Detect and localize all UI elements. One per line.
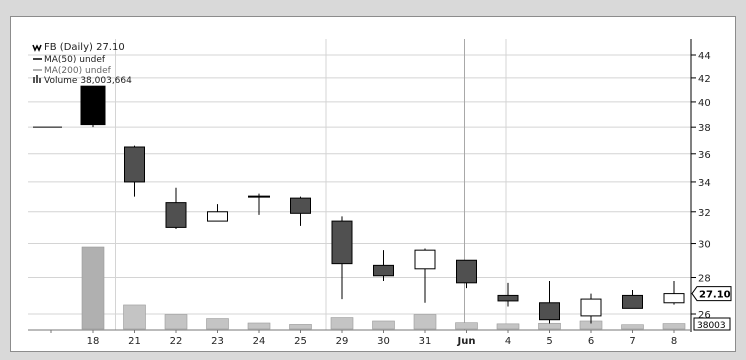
last-price-tag-shape [691,286,732,302]
volume-bar [330,317,354,330]
last-volume-text: 38003 [697,321,726,331]
candle-body [580,298,602,317]
last-price-tag: 27.10 [691,286,732,302]
x-tick-label: 7 [629,336,635,347]
volume-bar [206,318,229,330]
volume-bar [164,314,188,330]
y-tick-label: 42 [698,74,711,85]
candle-body [207,211,228,222]
volume-bar [496,323,520,330]
volume-bar [621,324,644,330]
legend-volume-swatch-3 [39,78,41,83]
volume-bar [538,322,561,330]
candle-body [663,293,685,304]
chart-frame: 26 28 30 32 34 36 38 40 42 44 18 21 22 23 24 25 29 30 31 Ju… [10,16,736,352]
volume-bar [662,323,686,330]
volume-bar [289,324,312,330]
candle-body [331,220,353,265]
x-tick-label: 29 [336,336,349,347]
candlestick-chart: 26 28 30 32 34 36 38 40 42 44 18 21 22 23 24 25 29 30 31 Ju… [28,39,732,347]
y-tick-label: 34 [698,178,711,189]
x-tick-label: 25 [294,336,307,347]
y-tick-label: 26 [698,310,711,321]
y-tick-label: 30 [698,240,711,251]
candle-body [165,202,187,228]
y-tick-label: 44 [698,51,711,62]
last-volume-tag: 38003 [693,317,731,331]
x-tick-label: 23 [211,336,224,347]
y-tick-label: 32 [698,208,711,219]
legend-volume-text: Volume 38,003,664 [44,76,132,86]
x-tick-label: 22 [170,336,183,347]
candle-layer [33,85,685,324]
volume-bar [123,304,146,330]
volume-layer [81,246,686,330]
volume-bar [455,322,478,330]
x-tick-label: 4 [505,336,511,347]
candle-body [373,264,394,277]
volume-bar [413,314,437,330]
x-tick-label: 8 [671,336,677,347]
legend-ma50-text: MA(50) undef [44,55,106,65]
volume-bar [247,322,271,330]
volume-bar [372,320,395,330]
legend-ma200: MA(200) undef [33,66,112,76]
y-tick-label: 40 [698,98,711,109]
candle-body [414,249,436,270]
x-tick-label: 21 [128,336,141,347]
x-tick-label: Jun [457,336,476,347]
candle-body [456,259,477,284]
y-tick-label: 28 [698,274,711,285]
volume-bar [81,246,105,330]
candle-body [497,294,519,302]
candle-body [290,197,311,214]
last-volume-tag-shape [693,317,731,331]
legend-volume-swatch-2 [36,75,38,83]
candle-body [80,85,106,126]
x-tick-label: 31 [419,336,432,347]
y-tick-label: 36 [698,150,711,161]
legend-main: FB (Daily) 27.10 [32,42,125,53]
x-tick-label: 5 [546,336,552,347]
legend-ma50: MA(50) undef [33,55,106,65]
candle-body [124,146,145,183]
legend-ma200-text: MA(200) undef [44,66,112,76]
legend-volume-swatch [33,77,35,83]
x-tick-label: 24 [253,336,266,347]
legend-volume: Volume 38,003,664 [33,75,132,86]
legend-candle-icon [32,44,42,52]
y-tick-label: 38 [698,123,711,134]
axis-layer: 26 28 30 32 34 36 38 40 42 44 18 21 22 23 24 25 29 30 31 Ju… [28,39,711,347]
x-tick-label: 6 [588,336,594,347]
candle-body [622,294,643,309]
legend-main-text: FB (Daily) 27.10 [44,42,125,53]
x-tick-label: 30 [377,336,390,347]
x-tick-label: 18 [87,336,100,347]
legend: FB (Daily) 27.10 MA(50) undef MA(200) un… [32,42,132,86]
last-price-text: 27.10 [699,290,731,301]
candle-body [539,302,560,321]
